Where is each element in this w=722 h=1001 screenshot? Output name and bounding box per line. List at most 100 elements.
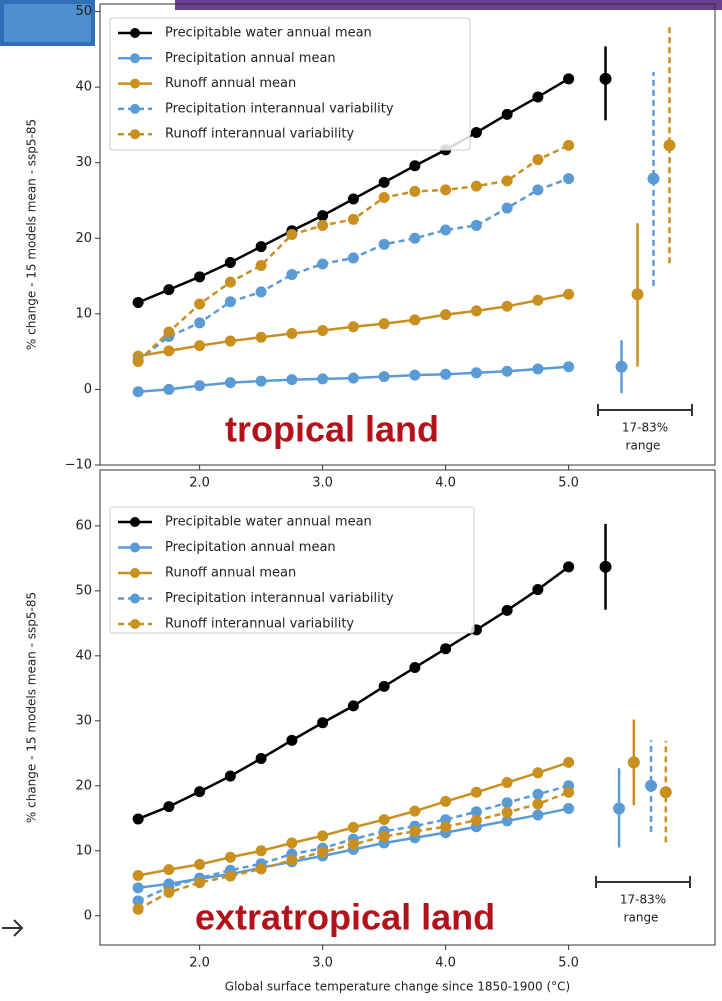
- range-label: 17-83%: [622, 421, 668, 435]
- legend-marker: [130, 78, 140, 89]
- data-point: [470, 806, 482, 818]
- data-point: [194, 340, 206, 352]
- range-bracket: [597, 404, 693, 416]
- range-center: [599, 72, 612, 85]
- x-axis-label: Global surface temperature change since …: [225, 980, 570, 994]
- data-point: [132, 869, 144, 881]
- data-point: [286, 374, 298, 386]
- data-point: [286, 269, 298, 281]
- legend-marker: [130, 542, 140, 553]
- legend-label: Precipitation interannual variability: [165, 101, 394, 116]
- data-point: [501, 797, 513, 809]
- data-point: [163, 284, 175, 296]
- legend-marker: [130, 28, 140, 38]
- data-point: [563, 756, 575, 768]
- data-point: [163, 864, 175, 876]
- data-point: [286, 328, 298, 340]
- data-point: [440, 795, 452, 807]
- data-point: [563, 786, 575, 798]
- range-center: [613, 802, 626, 815]
- range-center: [645, 779, 658, 792]
- data-point: [224, 770, 236, 782]
- data-point: [501, 806, 513, 818]
- data-point: [347, 213, 359, 225]
- data-point: [194, 298, 206, 310]
- data-point: [286, 734, 298, 746]
- data-point: [501, 108, 513, 120]
- data-point: [194, 317, 206, 329]
- legend-label: Precipitation annual mean: [165, 540, 336, 555]
- data-point: [470, 786, 482, 798]
- x-tick-label: 4.0: [435, 476, 456, 491]
- data-point: [409, 160, 421, 172]
- data-point: [317, 258, 329, 270]
- slide-arrow: [2, 919, 24, 937]
- data-point: [470, 367, 482, 379]
- data-point: [409, 662, 421, 674]
- data-point: [440, 309, 452, 321]
- data-point: [163, 801, 175, 813]
- data-point: [563, 288, 575, 300]
- legend-label: Precipitable water annual mean: [165, 26, 372, 41]
- data-point: [501, 300, 513, 312]
- y-tick-label: 60: [75, 518, 92, 533]
- data-point: [224, 377, 236, 389]
- data-point: [532, 294, 544, 306]
- data-point: [440, 368, 452, 380]
- data-point: [317, 373, 329, 385]
- data-point: [501, 365, 513, 377]
- data-point: [563, 803, 575, 815]
- data-point: [132, 895, 144, 907]
- data-point: [563, 73, 575, 85]
- data-point: [501, 175, 513, 187]
- legend-marker: [130, 568, 140, 578]
- data-point: [317, 846, 329, 858]
- data-point: [532, 154, 544, 166]
- data-point: [470, 219, 482, 231]
- data-point: [194, 877, 206, 889]
- range-center: [631, 288, 644, 301]
- legend-marker: [130, 593, 140, 604]
- data-point: [347, 252, 359, 264]
- data-point: [532, 809, 544, 821]
- data-point: [194, 786, 206, 798]
- data-point: [255, 241, 267, 253]
- data-point: [378, 176, 390, 188]
- data-point: [378, 680, 390, 692]
- plot-area: [99, 469, 716, 946]
- data-point: [255, 331, 267, 343]
- data-point: [378, 371, 390, 383]
- data-point: [532, 91, 544, 103]
- data-point: [470, 305, 482, 317]
- data-point: [378, 191, 390, 203]
- data-point: [224, 296, 236, 308]
- legend-marker: [130, 129, 140, 140]
- data-point: [501, 777, 513, 789]
- data-point: [409, 314, 421, 326]
- data-point: [255, 375, 267, 387]
- banner-strip: [175, 0, 722, 10]
- legend-marker: [130, 103, 140, 114]
- x-tick-label: 3.0: [312, 956, 333, 971]
- legend-label: Runoff annual mean: [165, 566, 296, 581]
- data-point: [163, 383, 175, 395]
- legend-marker: [130, 619, 140, 629]
- y-tick-label: 30: [75, 155, 92, 170]
- data-point: [347, 321, 359, 333]
- data-point: [132, 355, 144, 367]
- range-bracket: [595, 876, 691, 888]
- data-point: [132, 386, 144, 398]
- data-point: [132, 297, 144, 309]
- y-tick-label: 40: [75, 648, 92, 663]
- data-point: [224, 276, 236, 288]
- data-point: [501, 604, 513, 616]
- data-point: [378, 830, 390, 842]
- data-point: [132, 882, 144, 894]
- data-point: [224, 335, 236, 347]
- data-point: [194, 858, 206, 870]
- data-point: [286, 229, 298, 240]
- data-point: [317, 830, 329, 842]
- data-point: [255, 845, 267, 857]
- x-tick-label: 2.0: [189, 956, 210, 971]
